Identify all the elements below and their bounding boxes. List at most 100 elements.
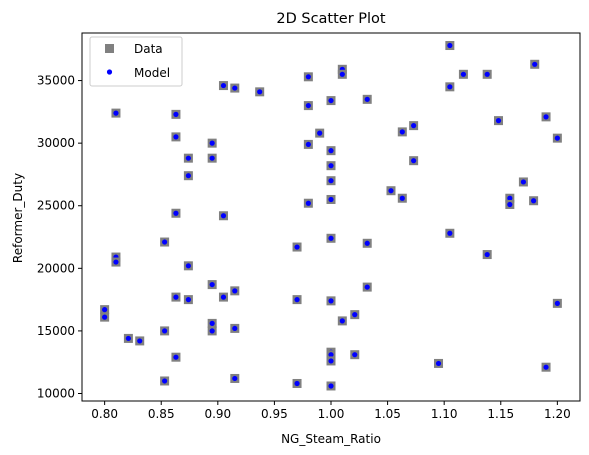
model-point-54	[173, 294, 179, 300]
model-point-66	[162, 328, 168, 334]
y-tick-label-5: 35000	[37, 74, 75, 88]
model-point-75	[435, 360, 442, 367]
x-tick-label-0: 0.80	[91, 407, 118, 421]
model-point-21	[317, 130, 323, 136]
model-point-33	[388, 188, 394, 194]
model-point-45	[364, 240, 370, 246]
model-point-71	[328, 352, 334, 358]
x-tick-label-4: 1.00	[318, 407, 345, 421]
legend-data-label: Data	[134, 42, 163, 56]
model-point-24	[554, 135, 560, 141]
model-point-51	[209, 281, 215, 288]
model-point-69	[137, 338, 143, 344]
model-point-73	[173, 354, 179, 360]
model-point-49	[113, 259, 119, 265]
model-point-17	[495, 118, 502, 124]
model-point-16	[543, 114, 549, 120]
y-tick-label-3: 25000	[37, 199, 75, 213]
model-point-57	[294, 297, 300, 303]
legend-data-marker	[105, 44, 114, 53]
y-axis-label: Reformer_Duty	[11, 173, 25, 263]
model-point-11	[328, 97, 334, 104]
model-point-76	[543, 364, 549, 370]
y-tick-label-1: 15000	[37, 324, 75, 338]
model-point-18	[411, 123, 417, 129]
y-tick-label-2: 20000	[37, 261, 75, 275]
model-point-78	[162, 378, 168, 384]
model-point-79	[294, 380, 300, 387]
model-point-59	[554, 300, 560, 306]
y-tick-label-0: 10000	[37, 386, 75, 400]
x-tick-label-8: 1.20	[544, 407, 571, 421]
model-point-72	[352, 352, 358, 358]
model-point-55	[220, 294, 227, 300]
model-point-53	[232, 288, 238, 294]
model-point-15	[173, 111, 179, 117]
model-point-27	[209, 155, 215, 161]
model-point-36	[530, 198, 537, 204]
model-point-8	[460, 71, 467, 77]
model-point-4	[220, 82, 227, 89]
x-tick-label-1: 0.85	[148, 407, 175, 421]
model-point-64	[209, 320, 215, 326]
model-point-47	[484, 251, 490, 258]
model-point-58	[328, 298, 334, 304]
model-point-28	[411, 158, 417, 164]
legend-model-marker	[106, 69, 113, 75]
model-point-3	[305, 74, 311, 80]
model-point-6	[257, 89, 263, 95]
model-point-29	[328, 163, 334, 169]
model-point-30	[185, 173, 191, 179]
model-point-67	[209, 328, 215, 334]
legend-model-label: Model	[134, 66, 170, 80]
model-point-0	[447, 42, 453, 49]
model-point-12	[305, 102, 311, 109]
model-point-60	[102, 307, 108, 313]
model-point-22	[209, 140, 215, 146]
model-point-32	[520, 179, 527, 185]
model-point-39	[328, 196, 334, 203]
model-point-74	[328, 358, 334, 364]
model-point-38	[305, 200, 311, 206]
model-point-43	[328, 235, 334, 241]
model-point-7	[447, 84, 453, 90]
chart-title: 2D Scatter Plot	[276, 11, 386, 27]
model-point-23	[305, 141, 311, 148]
model-point-9	[484, 71, 490, 77]
x-tick-label-5: 1.05	[374, 407, 401, 421]
model-point-31	[328, 178, 334, 184]
model-point-41	[220, 213, 227, 219]
x-tick-label-3: 0.95	[261, 407, 288, 421]
model-point-35	[507, 195, 513, 201]
model-point-77	[232, 375, 238, 382]
model-point-61	[102, 314, 108, 320]
model-point-40	[173, 210, 179, 216]
model-point-52	[364, 284, 370, 290]
model-point-46	[294, 244, 300, 250]
model-point-44	[162, 239, 168, 245]
legend: Data Model	[89, 36, 183, 87]
model-point-65	[232, 325, 238, 332]
model-point-25	[328, 148, 334, 154]
model-point-68	[125, 335, 132, 342]
model-point-62	[352, 312, 358, 318]
model-point-56	[185, 297, 191, 303]
model-point-42	[447, 230, 453, 236]
model-point-34	[399, 195, 405, 201]
x-tick-label-2: 0.90	[204, 407, 231, 421]
model-point-14	[113, 110, 119, 116]
x-axis-label: NG_Steam_Ratio	[281, 432, 381, 446]
model-point-13	[364, 96, 370, 102]
model-point-19	[399, 129, 405, 135]
model-point-2	[339, 71, 345, 77]
x-tick-label-6: 1.10	[431, 407, 458, 421]
model-point-37	[507, 201, 513, 208]
model-point-63	[339, 318, 345, 324]
model-point-80	[328, 383, 334, 389]
plot-area: 0.80 0.85 0.90 0.95 1.00 1.05 1.10 1.15 1.20 1000…	[37, 32, 581, 421]
y-tick-label-4: 30000	[37, 136, 75, 150]
model-point-5	[232, 85, 238, 91]
x-tick-label-7: 1.15	[487, 407, 514, 421]
model-point-10	[532, 61, 538, 67]
